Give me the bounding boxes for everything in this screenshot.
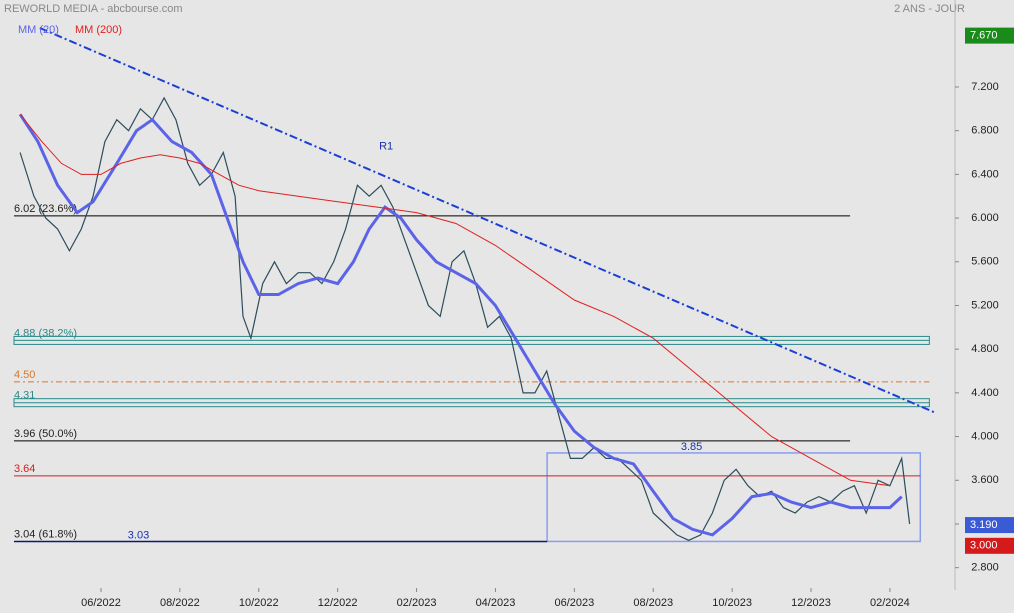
x-tick-label: 08/2023 (633, 597, 673, 609)
x-tick-label: 10/2023 (712, 597, 752, 609)
series-line (19, 113, 890, 487)
price-flag-label: 3.190 (970, 519, 998, 531)
level-band (13, 398, 930, 408)
y-tick-label: 3.600 (971, 474, 999, 486)
level-label: 6.02 (23.6%) (14, 203, 77, 215)
annotation: 3.03 (128, 529, 149, 541)
level-label: 3.64 (14, 463, 35, 475)
trendline (39, 27, 936, 414)
price-flag-label: 7.670 (970, 30, 998, 42)
level-label: 4.31 (14, 390, 35, 402)
level-label: 3.04 (61.8%) (14, 528, 77, 540)
y-tick-label: 4.000 (971, 430, 999, 442)
price-flag (965, 517, 1014, 534)
x-tick-label: 08/2022 (160, 597, 200, 609)
y-tick-label: 6.800 (971, 125, 999, 137)
y-tick-label: 2.800 (971, 562, 999, 574)
legend-entry: MM (200) (75, 24, 122, 36)
level-label: 3.96 (50.0%) (14, 428, 77, 440)
y-tick-label: 5.200 (971, 299, 999, 311)
y-tick-label: 5.600 (971, 256, 999, 268)
y-tick-label: 6.400 (971, 168, 999, 180)
annotation: R1 (379, 140, 393, 152)
x-tick-label: 04/2023 (476, 597, 516, 609)
x-tick-label: 06/2023 (554, 597, 594, 609)
price-flag (965, 27, 1014, 44)
x-tick-label: 12/2022 (318, 597, 358, 609)
legend-entry: MM (20) (18, 24, 59, 36)
y-tick-label: 4.800 (971, 343, 999, 355)
range-box (546, 452, 922, 543)
series-line (18, 113, 903, 537)
x-tick-label: 12/2023 (791, 597, 831, 609)
x-tick-label: 10/2022 (239, 597, 279, 609)
x-tick-label: 02/2024 (870, 597, 910, 609)
y-tick-label: 4.400 (971, 387, 999, 399)
chart-subtitle: 2 ANS - JOUR (894, 3, 965, 15)
y-tick-label: 6.000 (971, 212, 999, 224)
x-tick-label: 06/2022 (81, 597, 121, 609)
annotation: 3.85 (681, 441, 702, 453)
price-flag-label: 3.000 (970, 540, 998, 552)
y-tick-label: 7.200 (971, 81, 999, 93)
level-label: 4.88 (38.2%) (14, 327, 77, 339)
price-flag (965, 537, 1014, 554)
level-band (13, 335, 930, 345)
chart-title: REWORLD MEDIA - abcbourse.com (4, 3, 183, 15)
x-tick-label: 02/2023 (397, 597, 437, 609)
level-label: 4.50 (14, 369, 35, 381)
